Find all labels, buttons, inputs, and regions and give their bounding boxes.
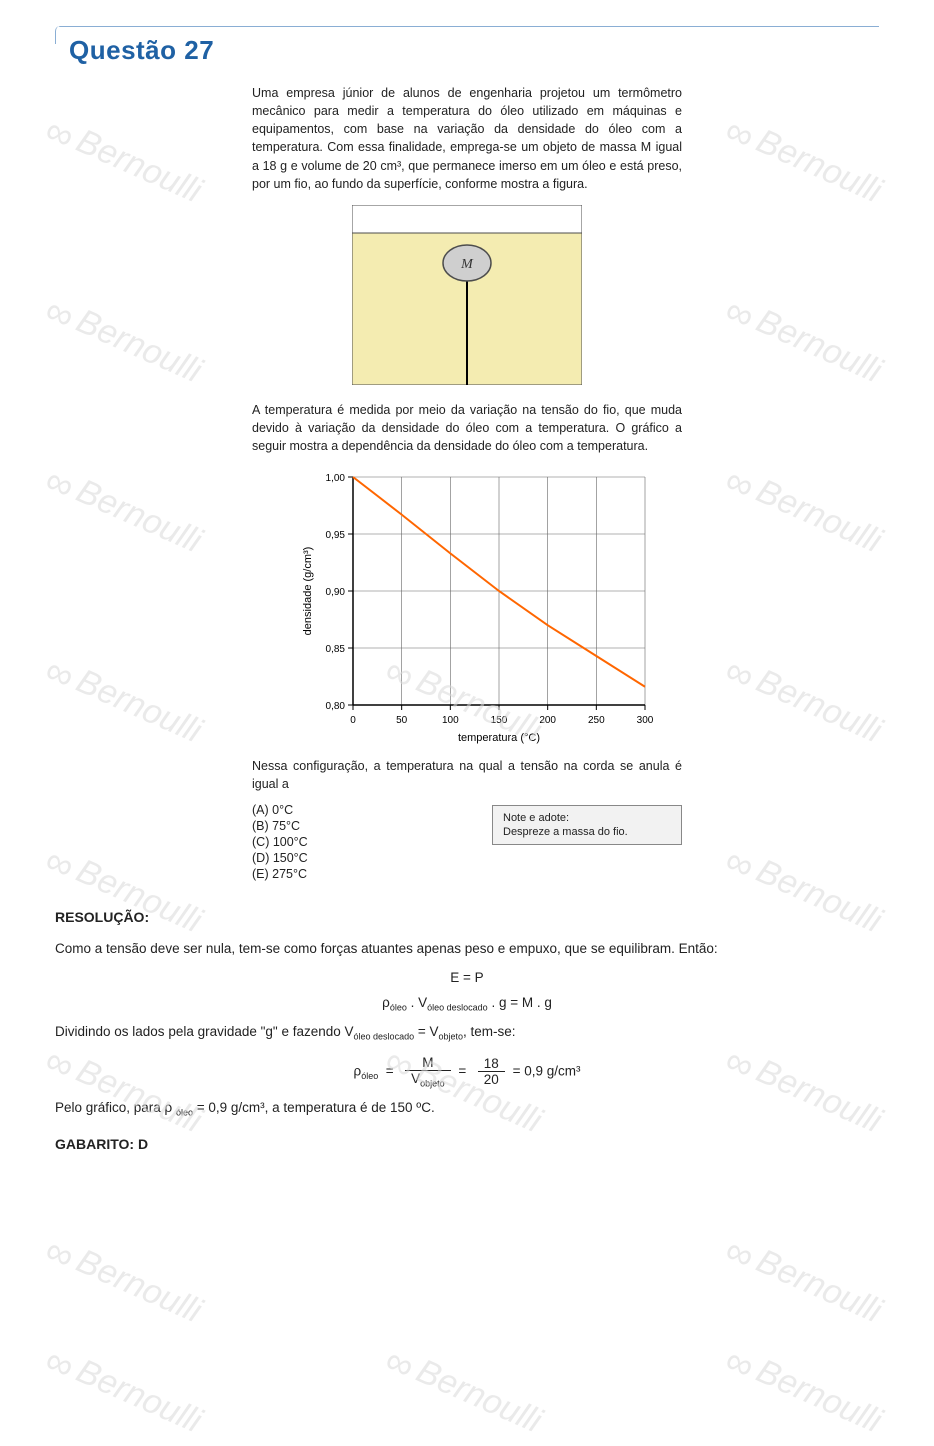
svg-text:0,95: 0,95: [326, 530, 346, 541]
watermark: ∞Bernoulli: [718, 458, 887, 565]
header-rule: [59, 26, 879, 27]
page: Questão 27 Uma empresa júnior de alunos …: [0, 0, 934, 1192]
svg-text:150: 150: [491, 715, 508, 726]
watermark: ∞Bernoulli: [718, 838, 887, 945]
note-title: Note e adote:: [503, 812, 671, 824]
option-a-text: 0°C: [272, 803, 293, 817]
options-block: (A) 0°C (B) 75°C (C) 100°C (D) 150°C (E)…: [252, 803, 682, 881]
density-chart: 0501001502002503001,000,950,900,850,80te…: [295, 465, 635, 745]
svg-text:300: 300: [637, 715, 654, 726]
watermark: ∞Bernoulli: [38, 288, 207, 395]
svg-text:50: 50: [396, 715, 408, 726]
equation-1b: ρóleo . Vóleo deslocado . g = M . g: [55, 995, 879, 1013]
note-body: Despreze a massa do fio.: [503, 826, 671, 838]
watermark: ∞Bernoulli: [38, 458, 207, 565]
equation-2: ρóleo = M Vobjeto = 18 20 = 0,9 g/cm³: [55, 1055, 879, 1089]
intro-paragraph: Uma empresa júnior de alunos de engenhar…: [252, 84, 682, 193]
resolution-p2: Dividindo os lados pela gravidade "g" e …: [55, 1022, 879, 1044]
option-e: (E) 275°C: [252, 867, 682, 881]
svg-text:1,00: 1,00: [326, 473, 346, 484]
note-box: Note e adote: Despreze a massa do fio.: [492, 805, 682, 845]
svg-text:0: 0: [350, 715, 356, 726]
equation-1a: E = P: [55, 970, 879, 985]
svg-text:0,85: 0,85: [326, 644, 346, 655]
option-e-text: 275°C: [272, 867, 307, 881]
mass-label: M: [460, 257, 474, 272]
ask-paragraph: Nessa configuração, a temperatura na qua…: [252, 757, 682, 793]
option-d-text: 150°C: [273, 851, 308, 865]
watermark: ∞Bernoulli: [718, 108, 887, 215]
question-title: Questão 27: [69, 35, 879, 66]
watermark: ∞Bernoulli: [718, 1228, 887, 1335]
svg-text:100: 100: [442, 715, 459, 726]
watermark: ∞Bernoulli: [38, 838, 207, 945]
svg-text:200: 200: [539, 715, 556, 726]
resolution-p3: Pelo gráfico, para ρ óleo = 0,9 g/cm³, a…: [55, 1098, 879, 1120]
svg-text:0,90: 0,90: [326, 587, 346, 598]
resolution-p1: Como a tensão deve ser nula, tem-se como…: [55, 939, 879, 959]
watermark: ∞Bernoulli: [38, 1338, 207, 1445]
oil-figure: M: [352, 205, 582, 385]
answer-key: GABARITO: D: [55, 1136, 879, 1152]
watermark: ∞Bernoulli: [718, 288, 887, 395]
svg-text:250: 250: [588, 715, 605, 726]
watermark: ∞Bernoulli: [38, 108, 207, 215]
resolution-title: RESOLUÇÃO:: [55, 909, 879, 925]
option-c-text: 100°C: [273, 835, 308, 849]
svg-text:densidade (g/cm³): densidade (g/cm³): [302, 547, 314, 636]
watermark: ∞Bernoulli: [38, 1228, 207, 1335]
watermark: ∞Bernoulli: [38, 648, 207, 755]
watermark: ∞Bernoulli: [378, 1338, 547, 1445]
svg-text:temperatura (°C): temperatura (°C): [458, 732, 540, 744]
option-b-text: 75°C: [272, 819, 300, 833]
option-d: (D) 150°C: [252, 851, 682, 865]
watermark: ∞Bernoulli: [718, 1338, 887, 1445]
svg-text:0,80: 0,80: [326, 701, 346, 712]
mid-paragraph: A temperatura é medida por meio da varia…: [252, 401, 682, 455]
watermark: ∞Bernoulli: [718, 648, 887, 755]
